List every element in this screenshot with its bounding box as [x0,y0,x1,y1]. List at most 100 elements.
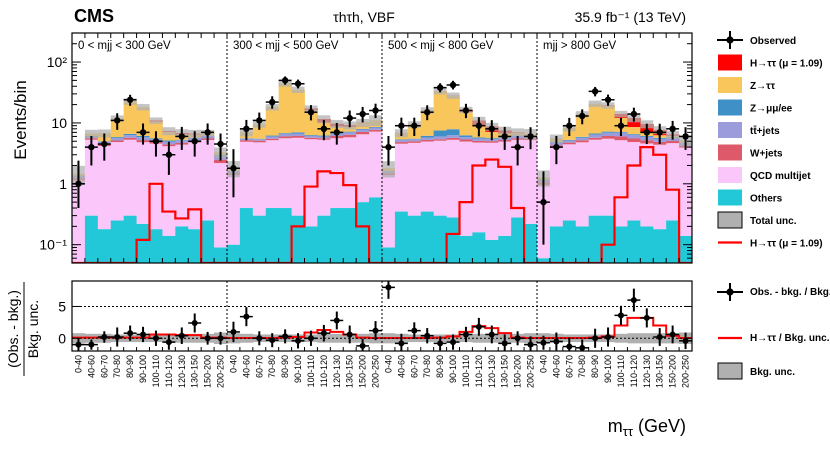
ratio-point [333,317,340,324]
legend-item: H→ττ (μ = 1.09) [718,239,823,250]
signal-line [227,170,382,263]
signal-line [537,146,692,263]
x-axis-title: mττ (GeV) [608,416,686,439]
bar-zll [265,135,280,137]
legend-label: tt̄+jets [750,125,780,137]
observed-point [449,81,457,89]
legend-label: Observed [750,36,796,47]
ratio-point [501,340,508,347]
ratio-legend-item: Bkg. unc. [717,362,795,380]
bar-qcd [265,140,280,209]
main-panel: 0 < mjj < 300 GeV 300 < mjj < 500 GeV 500 … [39,32,693,264]
x-tick-label: 70-80 [112,355,122,378]
x-tick-label: 130-150 [345,355,355,388]
x-tick-label: 40-60 [551,355,561,378]
bar-qcd [188,142,202,230]
bar-ttbar [265,136,280,139]
observed-point [475,122,483,129]
bar-ttbar [291,133,305,136]
ratio-point [243,313,250,320]
legend-swatch [718,99,742,116]
x-tick-label: 110-120 [319,355,329,387]
bar-ztautau [123,101,137,134]
bar-ttbar [407,139,422,142]
x-tick-label: 150-200 [513,355,523,388]
x-tick-label: 60-70 [99,355,109,378]
experiment-label: CMS [74,6,114,26]
legend-swatch [718,77,742,93]
observed-point [424,109,431,116]
bar-others [485,239,499,263]
ratio-point [152,335,159,342]
total-unc-band [149,117,163,124]
x-tick-label: 80-90 [280,355,290,378]
x-tick-label: 70-80 [577,355,587,378]
observed-point [165,151,173,158]
x-tick-label: 40-60 [241,355,251,378]
ratio-point [630,297,637,304]
bar-qcd [382,175,396,248]
bar-wjets [252,140,267,143]
region-label: 300 < mjj < 500 GeV [233,40,339,52]
legend-item: Z→μμ/ee [718,99,793,116]
x-tick-label: 150-200 [203,355,213,388]
ratio-legend-observed-marker [726,288,734,296]
bar-others [614,226,628,263]
bar-others [201,220,215,263]
y-tick-label: 10⁻¹ [39,237,67,253]
legend-swatch [718,167,742,183]
legend-swatch [718,122,742,138]
ratio-point [191,320,198,326]
ratio-point [527,341,534,348]
bar-others [265,208,280,263]
bar-ttbar [601,132,615,136]
bar-wjets [575,140,590,143]
bar-others [420,211,435,263]
ratio-point [178,332,185,339]
total-unc-band [588,100,602,107]
x-tick-label: 130-150 [655,355,665,388]
bar-wjets [472,140,486,143]
bar-qcd [84,139,99,216]
legend-swatch [718,54,742,71]
bar-others [123,215,137,263]
bar-qcd [394,143,409,212]
bar-wjets [407,141,422,143]
observed-point [682,133,689,140]
bar-ttbar [278,133,292,137]
bar-zll [343,131,357,133]
bar-qcd [407,142,422,216]
bar-others [433,215,447,263]
bar-others [330,208,344,263]
bar-wjets [627,138,641,143]
bar-others [511,217,525,263]
bar-others [84,215,99,263]
bar-wjets [304,137,318,140]
x-tick-label: 0-40 [538,355,548,373]
signal-line [72,182,227,263]
bar-others [549,226,564,263]
bar-ttbar [394,139,409,143]
ratio-point [282,333,289,340]
bar-zll [110,137,125,139]
bar-ttbar [123,135,137,138]
bar-ttbar [369,127,383,130]
bar-qcd [420,141,435,212]
x-tick-label: 90-100 [138,355,148,383]
bar-qcd [524,140,538,224]
observed-point [204,129,211,136]
ratio-unc-band [640,333,654,344]
observed-point [514,143,521,151]
channel-label: τhτh, VBF [333,9,395,25]
legend-item: Total unc. [717,211,797,229]
legend-item: H→ττ (μ = 1.09) [718,54,823,71]
ratio-point [101,334,108,340]
x-tick-label: 120-130 [177,355,187,388]
bar-others [188,229,202,263]
observed-point [527,133,534,140]
observed-point [656,129,663,136]
ratio-point [165,339,172,346]
bar-qcd [614,140,628,227]
bar-qcd [278,138,292,209]
observed-point [139,129,147,136]
